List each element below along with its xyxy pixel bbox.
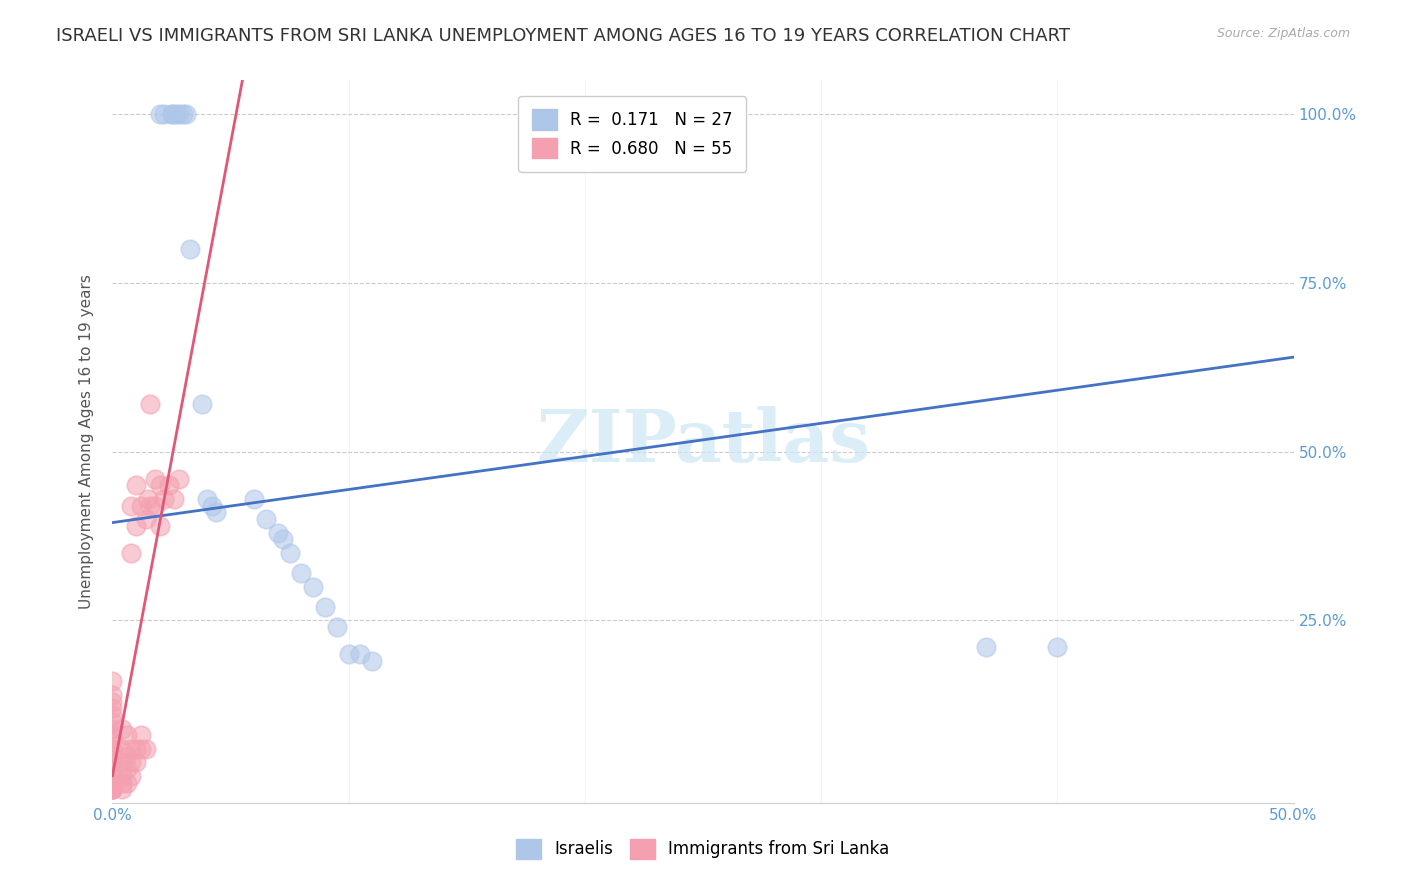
Legend: Israelis, Immigrants from Sri Lanka: Israelis, Immigrants from Sri Lanka	[509, 832, 897, 866]
Point	[101, 748, 124, 763]
Point	[278, 546, 301, 560]
Point	[111, 741, 134, 756]
Point	[101, 762, 124, 776]
Point	[349, 647, 371, 661]
Point	[139, 397, 162, 411]
Point	[302, 580, 325, 594]
Point	[172, 107, 194, 121]
Point	[326, 620, 349, 634]
Point	[101, 735, 124, 749]
Point	[101, 782, 124, 797]
Point	[179, 242, 201, 256]
Point	[143, 499, 166, 513]
Point	[101, 688, 124, 702]
Point	[111, 775, 134, 789]
Point	[149, 107, 172, 121]
Point	[337, 647, 360, 661]
Point	[101, 782, 124, 797]
Point	[115, 775, 138, 789]
Point	[135, 741, 157, 756]
Point	[153, 107, 176, 121]
Point	[101, 728, 124, 742]
Point	[101, 782, 124, 797]
Point	[111, 756, 134, 770]
Point	[129, 741, 152, 756]
Point	[160, 107, 183, 121]
Point	[120, 741, 142, 756]
Y-axis label: Unemployment Among Ages 16 to 19 years: Unemployment Among Ages 16 to 19 years	[79, 274, 94, 609]
Point	[165, 107, 187, 121]
Point	[153, 491, 176, 506]
Point	[101, 769, 124, 783]
Point	[157, 478, 180, 492]
Point	[101, 782, 124, 797]
Point	[101, 775, 124, 789]
Point	[139, 499, 162, 513]
Point	[125, 756, 148, 770]
Point	[111, 782, 134, 797]
Point	[125, 519, 148, 533]
Point	[115, 748, 138, 763]
Point	[201, 499, 224, 513]
Point	[101, 741, 124, 756]
Point	[290, 566, 312, 581]
Point	[149, 478, 172, 492]
Point	[167, 472, 190, 486]
Point	[125, 741, 148, 756]
Legend: R =  0.171   N = 27, R =  0.680   N = 55: R = 0.171 N = 27, R = 0.680 N = 55	[519, 95, 747, 171]
Point	[135, 512, 157, 526]
Point	[314, 599, 336, 614]
Point	[115, 762, 138, 776]
Point	[120, 756, 142, 770]
Point	[976, 640, 998, 655]
Point	[149, 519, 172, 533]
Point	[243, 491, 266, 506]
Point	[254, 512, 277, 526]
Text: ZIPatlas: ZIPatlas	[536, 406, 870, 477]
Point	[120, 546, 142, 560]
Point	[174, 107, 197, 121]
Point	[111, 769, 134, 783]
Point	[101, 708, 124, 723]
Point	[191, 397, 214, 411]
Point	[120, 769, 142, 783]
Point	[195, 491, 218, 506]
Point	[115, 728, 138, 742]
Point	[1046, 640, 1069, 655]
Text: ISRAELI VS IMMIGRANTS FROM SRI LANKA UNEMPLOYMENT AMONG AGES 16 TO 19 YEARS CORR: ISRAELI VS IMMIGRANTS FROM SRI LANKA UNE…	[56, 27, 1070, 45]
Point	[160, 107, 183, 121]
Point	[101, 674, 124, 689]
Point	[101, 756, 124, 770]
Point	[101, 694, 124, 708]
Point	[361, 654, 384, 668]
Point	[143, 472, 166, 486]
Point	[101, 714, 124, 729]
Point	[167, 107, 190, 121]
Point	[101, 722, 124, 736]
Text: Source: ZipAtlas.com: Source: ZipAtlas.com	[1216, 27, 1350, 40]
Point	[163, 491, 186, 506]
Point	[125, 478, 148, 492]
Point	[267, 525, 290, 540]
Point	[129, 728, 152, 742]
Point	[101, 782, 124, 797]
Point	[205, 505, 228, 519]
Point	[101, 701, 124, 715]
Point	[136, 491, 159, 506]
Point	[271, 533, 294, 547]
Point	[120, 499, 142, 513]
Point	[111, 722, 134, 736]
Point	[129, 499, 152, 513]
